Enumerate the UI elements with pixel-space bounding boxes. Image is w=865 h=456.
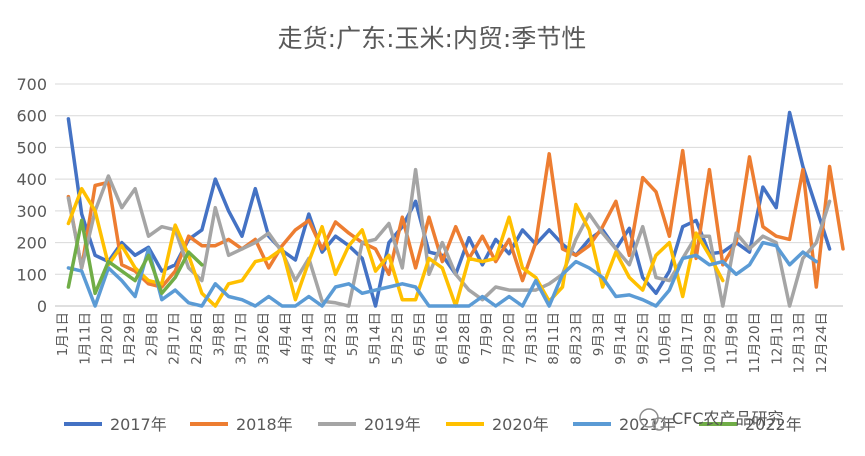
y-axis-ticks: 0 100 200 300 400 500 600 700	[16, 75, 47, 316]
watermark: CFC农产品研究	[639, 408, 784, 431]
x-tick-label: 2月26日	[189, 312, 205, 365]
x-tick-label: 6月28日	[457, 312, 473, 365]
x-tick-label: 8月11日	[546, 312, 562, 365]
x-tick-label: 12月1日	[769, 312, 785, 365]
x-tick-label: 6月16日	[435, 312, 451, 365]
legend-label-1: 2017年	[110, 415, 167, 434]
y-tick-label: 400	[16, 170, 47, 189]
y-tick-label: 500	[16, 138, 47, 157]
watermark-text: CFC农产品研究	[672, 409, 784, 428]
series-line-2	[66, 148, 845, 289]
x-tick-label: 5月14日	[368, 312, 384, 365]
legend-label-4: 2020年	[492, 415, 549, 434]
x-tick-label: 3月8日	[211, 312, 227, 356]
x-tick-label: 1月11日	[77, 312, 93, 365]
y-tick-label: 300	[16, 202, 47, 221]
y-tick-label: 200	[16, 234, 47, 253]
x-tick-label: 2月17日	[167, 312, 183, 365]
legend-label-5: 2021年	[619, 415, 676, 434]
x-tick-label: 9月25日	[635, 312, 651, 365]
x-tick-label: 2月8日	[144, 312, 160, 356]
legend-label-6: 2022年	[745, 415, 802, 434]
x-tick-label: 4月14日	[301, 312, 317, 365]
x-tick-label: 11月20日	[747, 312, 763, 373]
x-tick-label: 7月9日	[479, 312, 495, 356]
legend: 2017年 2018年 2019年 2020年 2021年 2022年	[64, 415, 802, 434]
wechat-icon-secondary	[652, 417, 666, 431]
x-tick-label: 4月4日	[278, 312, 294, 356]
chart-title: 走货:广东:玉米:内贸:季节性	[278, 24, 587, 53]
x-tick-label: 1月29日	[122, 312, 138, 365]
legend-label-2: 2018年	[236, 415, 293, 434]
x-tick-label: 7月31日	[524, 312, 540, 365]
x-tick-label: 5月3日	[345, 312, 361, 356]
legend-label-3: 2019年	[364, 415, 421, 434]
x-tick-label: 11月9日	[725, 312, 741, 365]
y-tick-label: 100	[16, 265, 47, 284]
x-tick-label: 10月17日	[680, 312, 696, 373]
x-tick-label: 9月14日	[613, 312, 629, 365]
series-line-5	[66, 240, 819, 308]
x-tick-label: 12月13日	[792, 312, 808, 373]
y-tick-label: 700	[16, 75, 47, 94]
x-tick-label: 10月29日	[702, 312, 718, 373]
x-tick-label: 12月24日	[814, 312, 830, 373]
x-tick-label: 9月3日	[591, 312, 607, 356]
x-tick-label: 1月20日	[100, 312, 116, 365]
y-tick-label: 0	[37, 297, 47, 316]
x-tick-label: 8月23日	[568, 312, 584, 365]
x-tick-label: 7月20日	[501, 312, 517, 365]
series-lines	[66, 110, 845, 308]
x-tick-label: 10月6日	[658, 312, 674, 365]
x-tick-label: 1月1日	[55, 312, 71, 356]
x-tick-label: 3月26日	[256, 312, 272, 365]
x-tick-label: 5月25日	[390, 312, 406, 365]
x-tick-label: 4月23日	[323, 312, 339, 365]
series-line-6	[66, 218, 204, 296]
x-tick-label: 6月5日	[412, 312, 428, 356]
series-line-4	[66, 186, 725, 308]
y-tick-label: 600	[16, 107, 47, 126]
x-tick-label: 3月17日	[234, 312, 250, 365]
x-axis-ticks: 1月1日 1月11日 1月20日 1月29日 2月8日 2月17日 2月26日 3月8日 3月1…	[55, 312, 830, 373]
